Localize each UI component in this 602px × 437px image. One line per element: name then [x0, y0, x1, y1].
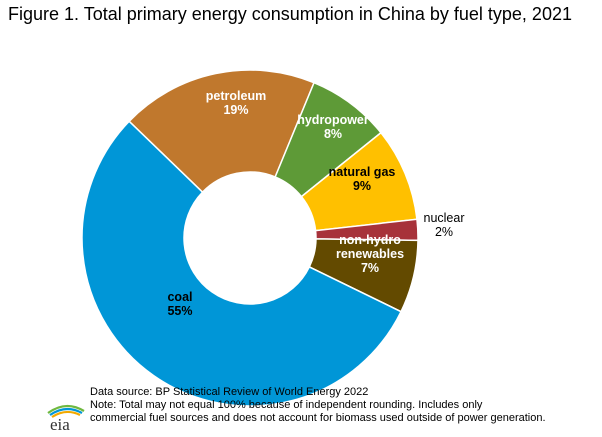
slice-label-hydropower: hydropower 8%	[297, 113, 369, 141]
chart-title: Figure 1. Total primary energy consumpti…	[8, 4, 572, 24]
slice-label-natural-gas: natural gas 9%	[329, 165, 396, 193]
data-source-note: Data source: BP Statistical Review of Wo…	[90, 386, 369, 398]
chart-footer: Data source: BP Statistical Review of Wo…	[90, 386, 546, 425]
footnote-line-2: commercial fuel sources and does not acc…	[90, 412, 546, 424]
eia-logo-icon: eia	[47, 404, 85, 432]
slice-petroleum	[128, 69, 315, 194]
slice-label-non-hydro-renewables: non-hydro renewables 7%	[336, 233, 404, 275]
slice-coal	[81, 120, 403, 407]
footnote-line-1: Note: Total may not equal 100% because o…	[90, 399, 483, 411]
eia-logo-text: eia	[50, 415, 70, 432]
slice-label-nuclear: nuclear 2%	[424, 211, 465, 239]
slice-label-petroleum: petroleum 19%	[206, 89, 266, 117]
slice-label-coal: coal 55%	[167, 290, 192, 318]
